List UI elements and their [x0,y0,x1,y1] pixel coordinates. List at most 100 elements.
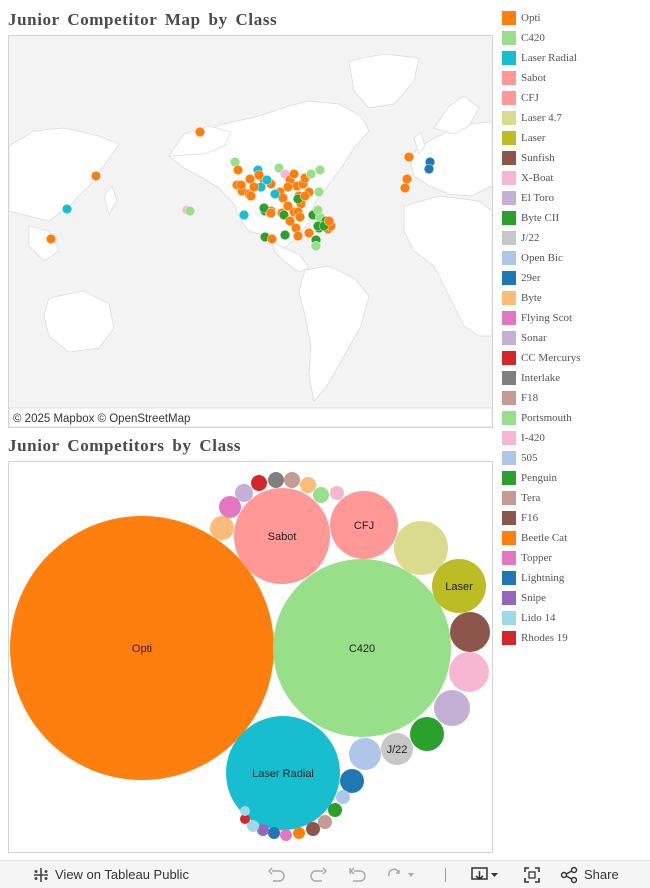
bubble-byte[interactable] [300,477,316,493]
bubble-interlake[interactable] [268,472,284,488]
legend-item-topper[interactable]: Topper [502,550,642,570]
legend-item-rhodes-19[interactable]: Rhodes 19 [502,630,642,650]
map-marker-opti[interactable] [266,233,278,245]
bubble-lightning[interactable] [268,827,280,839]
legend-item-sonar[interactable]: Sonar [502,330,642,350]
map-marker-byte-cii[interactable] [258,202,270,214]
fullscreen-button[interactable] [523,861,541,888]
legend-item-sabot[interactable]: Sabot [502,70,642,90]
map-marker-opti[interactable] [282,181,294,193]
map-marker-byte-cii[interactable] [279,229,291,241]
map-marker-c420[interactable] [310,240,322,252]
map-marker-opti[interactable] [323,215,335,227]
legend-item-penguin[interactable]: Penguin [502,470,642,490]
legend-item-flying-scot[interactable]: Flying Scot [502,310,642,330]
map-marker-c420[interactable] [184,205,196,217]
map-marker-laser-radial[interactable] [269,188,281,200]
bubble-sunfish[interactable] [450,612,490,652]
revert-button[interactable] [349,861,367,888]
legend-item-byte-cii[interactable]: Byte CII [502,210,642,230]
bubble-laser-4-7[interactable] [394,521,448,575]
map-marker-opti[interactable] [245,190,257,202]
legend-item-j-22[interactable]: J/22 [502,230,642,250]
bubble-cfj[interactable] [330,491,398,559]
bubble-portsmouth[interactable] [313,487,329,503]
legend-item-interlake[interactable]: Interlake [502,370,642,390]
map-marker-opti[interactable] [292,230,304,242]
bubble-i-420[interactable] [330,486,344,500]
download-button[interactable] [470,861,500,888]
legend-item-laser-4-7[interactable]: Laser 4.7 [502,110,642,130]
map-marker-c420[interactable] [313,186,325,198]
bubble-tera[interactable] [318,815,332,829]
legend-item-29er[interactable]: 29er [502,270,642,290]
bubble-beetle-cat[interactable] [293,827,305,839]
bubble-sonar[interactable] [235,484,253,502]
legend-item-cfj[interactable]: CFJ [502,90,642,110]
map-marker-opti[interactable] [235,179,247,191]
map-marker-opti[interactable] [45,233,57,245]
legend-item-open-bic[interactable]: Open Bic [502,250,642,270]
legend-item-laser-radial[interactable]: Laser Radial [502,50,642,70]
map-marker-opti[interactable] [253,169,265,181]
bubble-f16[interactable] [306,822,320,836]
legend-item-505[interactable]: 505 [502,450,642,470]
bubble-29er[interactable] [340,769,364,793]
bubble-topper[interactable] [219,496,241,518]
competitor-map[interactable]: © 2025 Mapbox © OpenStreetMap [8,35,493,428]
map-marker-opti[interactable] [299,190,311,202]
map-attribution[interactable]: © 2025 Mapbox © OpenStreetMap [13,413,191,425]
legend-item-f18[interactable]: F18 [502,390,642,410]
map-marker-laser-radial[interactable] [238,209,250,221]
legend-item-laser[interactable]: Laser [502,130,642,150]
map-marker-opti[interactable] [232,164,244,176]
bubble-lido-14[interactable] [240,806,250,816]
map-marker-opti[interactable] [265,207,277,219]
bubble-lido-14[interactable] [247,820,259,832]
map-marker-opti[interactable] [284,215,296,227]
share-button[interactable]: Share [560,861,619,888]
legend-item-el-toro[interactable]: El Toro [502,190,642,210]
map-marker-c420[interactable] [305,168,317,180]
legend-item-c420[interactable]: C420 [502,30,642,50]
legend-item-f16[interactable]: F16 [502,510,642,530]
map-marker-opti[interactable] [248,181,260,193]
legend-item-snipe[interactable]: Snipe [502,590,642,610]
legend-item-portsmouth[interactable]: Portsmouth [502,410,642,430]
bubble-laser[interactable] [432,559,486,613]
map-marker-c420[interactable] [312,204,324,216]
bubble-sabot[interactable] [234,488,330,584]
legend-item-cc-mercurys[interactable]: CC Mercurys [502,350,642,370]
map-marker-laser-radial[interactable] [61,203,73,215]
legend-item-sunfish[interactable]: Sunfish [502,150,642,170]
map-marker-opti[interactable] [282,200,294,212]
map-marker-opti[interactable] [401,173,413,185]
bubble-cc-mercurys[interactable] [251,475,267,491]
legend-item-lido-14[interactable]: Lido 14 [502,610,642,630]
bubble-j-22[interactable] [381,733,413,765]
bubble-open-bic[interactable] [349,738,381,770]
legend-item-beetle-cat[interactable]: Beetle Cat [502,530,642,550]
map-marker-laser-radial[interactable] [261,174,273,186]
bubble-el-toro[interactable] [434,690,470,726]
bubble-opti[interactable] [10,516,274,780]
bubble-rhodes-19[interactable] [240,814,250,824]
map-marker-opti[interactable] [294,211,306,223]
bubble-snipe[interactable] [257,824,269,836]
map-marker-opti[interactable] [244,173,256,185]
legend-item-x-boat[interactable]: X-Boat [502,170,642,190]
bubble-penguin[interactable] [328,803,342,817]
map-marker-c420[interactable] [314,164,326,176]
refresh-button[interactable] [386,861,416,888]
redo-button[interactable] [309,861,327,888]
legend-item-tera[interactable]: Tera [502,490,642,510]
bubble-laser-radial[interactable] [226,716,340,830]
legend-item-opti[interactable]: Opti [502,10,642,30]
bubble-byte-cii[interactable] [410,717,444,751]
bubble-x-boat[interactable] [449,652,489,692]
map-marker-opti[interactable] [303,227,315,239]
bubble-byte[interactable] [210,516,234,540]
view-on-tableau-button[interactable]: View on Tableau Public [33,861,189,888]
map-marker-opti[interactable] [90,170,102,182]
bubble-505[interactable] [336,790,350,804]
